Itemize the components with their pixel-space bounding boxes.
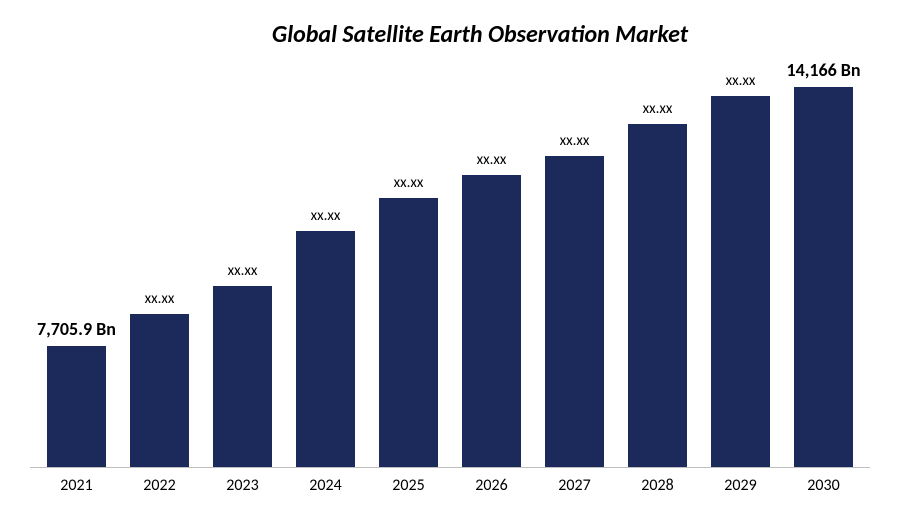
bar	[213, 286, 271, 467]
bar-group: xx.xx	[284, 59, 367, 467]
bar-group: xx.xx	[450, 59, 533, 467]
x-axis: 2021202220232024202520262027202820292030	[30, 468, 870, 495]
bar	[379, 198, 437, 467]
bar-group: xx.xx	[367, 59, 450, 467]
bar-value-label: xx.xx	[311, 207, 341, 225]
bar-group: xx.xx	[201, 59, 284, 467]
x-axis-label: 2021	[35, 476, 118, 495]
bar	[296, 231, 354, 467]
x-axis-label: 2030	[782, 476, 865, 495]
chart-container: Global Satellite Earth Observation Marke…	[0, 0, 900, 525]
bar	[794, 87, 852, 467]
bar-value-label: xx.xx	[228, 262, 258, 280]
bar	[130, 314, 188, 467]
x-axis-label: 2024	[284, 476, 367, 495]
bar	[711, 96, 769, 467]
x-axis-label: 2026	[450, 476, 533, 495]
x-axis-label: 2022	[118, 476, 201, 495]
bar-group: 14,166 Bn	[782, 59, 865, 467]
bar-value-label: xx.xx	[477, 151, 507, 169]
bar-value-label: xx.xx	[643, 100, 673, 118]
bar	[545, 156, 603, 467]
bar-group: xx.xx	[699, 59, 782, 467]
plot-area: 7,705.9 Bn xx.xx xx.xx xx.xx xx.xx xx.xx xx.xx…	[30, 59, 870, 468]
bar	[462, 175, 520, 467]
chart-title: Global Satellite Earth Observation Marke…	[30, 20, 870, 49]
bar	[628, 124, 686, 467]
x-axis-label: 2025	[367, 476, 450, 495]
bar-group: xx.xx	[616, 59, 699, 467]
bar-group: xx.xx	[533, 59, 616, 467]
bar-value-label: xx.xx	[726, 72, 756, 90]
bar-group: xx.xx	[118, 59, 201, 467]
bar-value-label: 14,166 Bn	[786, 59, 860, 81]
bar-value-label: 7,705.9 Bn	[37, 318, 116, 340]
bar	[47, 346, 105, 467]
x-axis-label: 2028	[616, 476, 699, 495]
x-axis-label: 2027	[533, 476, 616, 495]
x-axis-label: 2023	[201, 476, 284, 495]
bar-value-label: xx.xx	[560, 132, 590, 150]
x-axis-label: 2029	[699, 476, 782, 495]
bar-value-label: xx.xx	[145, 290, 175, 308]
bar-group: 7,705.9 Bn	[35, 59, 118, 467]
bar-value-label: xx.xx	[394, 174, 424, 192]
